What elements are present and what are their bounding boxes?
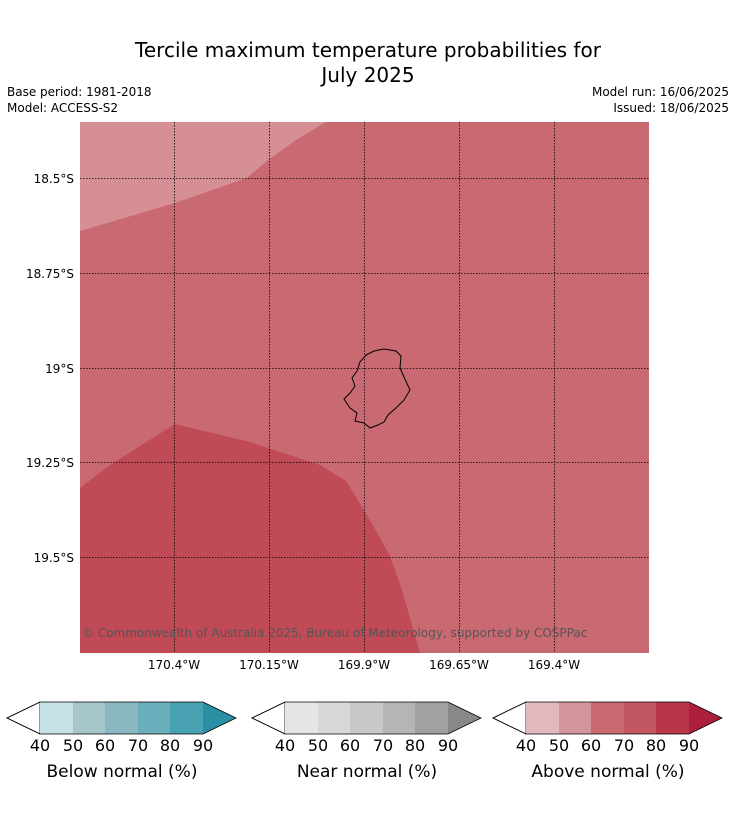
colorbar-below-tick-50: 50 (63, 736, 83, 755)
colorbar-above-tick-60: 60 (581, 736, 601, 755)
colorbar-near-outline (251, 701, 482, 735)
lat-label-2: 18.75°S (26, 267, 74, 281)
colorbar-below-tick-60: 60 (95, 736, 115, 755)
colorbar-below-tick-80: 80 (160, 736, 180, 755)
colorbar-below-max-arrow (203, 702, 236, 734)
colorbar-above-label: Above normal (%) (531, 762, 685, 782)
colorbar-above-swatch-4 (624, 702, 656, 734)
colorbar-below-swatch-2 (73, 702, 105, 734)
colorbar-above-swatch-1 (526, 702, 559, 734)
colorbar-above-swatch-5 (656, 702, 689, 734)
gridlines (80, 122, 649, 653)
colorbar-near-tick-80: 80 (405, 736, 425, 755)
title-line-2: July 2025 (321, 63, 415, 87)
colorbar-below-outline (6, 701, 237, 735)
colorbar-above-outline (492, 701, 723, 735)
map-panel: © Commonwealth of Australia 2025, Bureau… (26, 122, 649, 672)
colorbar-near-min-arrow (251, 701, 286, 735)
colorbar-near-label: Near normal (%) (296, 762, 438, 782)
lat-label-4: 19.25°S (26, 456, 74, 470)
colorbar-above-max-arrow (689, 702, 722, 734)
meta-left: Base period: 1981-2018 Model: ACCESS-S2 (7, 84, 152, 116)
colorbar-below: 40 50 60 70 80 90 (6, 700, 238, 762)
colorbar-below-swatch-1 (40, 702, 73, 734)
colorbar-below-tick-40: 40 (30, 736, 50, 755)
colorbar-near-tick-50: 50 (308, 736, 328, 755)
colorbar-below-tick-90: 90 (193, 736, 213, 755)
colorbar-near-tick-40: 40 (275, 736, 295, 755)
region-70-80 (80, 424, 420, 653)
colorbar-above-swatch-3 (591, 702, 624, 734)
colorbar-near-tick-70: 70 (373, 736, 393, 755)
model-run: Model run: 16/06/2025 (591, 85, 729, 99)
colorbar-near-max-arrow (448, 702, 481, 734)
colorbar-near-swatch-2 (318, 702, 350, 734)
colorbar-below-label: Below normal (%) (46, 762, 198, 782)
colorbar-near-swatch-4 (383, 702, 415, 734)
colorbar-near-swatch-5 (415, 702, 448, 734)
copyright-notice: © Commonwealth of Australia 2025, Bureau… (82, 626, 587, 640)
lon-label-3: 169.9°W (338, 658, 390, 672)
colorbar-below-tick-70: 70 (128, 736, 148, 755)
colorbar-above-tick-70: 70 (614, 736, 634, 755)
colorbar-below-graphic: 40 50 60 70 80 90 (6, 701, 237, 755)
lon-label-2: 170.15°W (239, 658, 299, 672)
colorbar-above: 40 50 60 70 80 90 (492, 700, 724, 762)
colorbar-below-swatch-3 (105, 702, 138, 734)
colorbar-near-tick-90: 90 (438, 736, 458, 755)
colorbar-above-swatch-2 (559, 702, 591, 734)
colorbar-below-min-arrow (6, 701, 41, 735)
lon-label-5: 169.4°W (528, 658, 580, 672)
model-name: Model: ACCESS-S2 (7, 101, 119, 115)
colorbar-near-swatch-1 (285, 702, 318, 734)
colorbar-near-tick-60: 60 (340, 736, 360, 755)
map-title: Tercile maximum temperature probabilitie… (0, 38, 736, 88)
lat-label-5: 19.5°S (34, 551, 74, 565)
lat-label-1: 18.5°S (34, 172, 74, 186)
colorbar-above-graphic: 40 50 60 70 80 90 (492, 701, 723, 755)
colorbar-below-swatch-4 (138, 702, 170, 734)
colorbar-above-tick-50: 50 (549, 736, 569, 755)
meta-right: Model run: 16/06/2025 Issued: 18/06/2025 (592, 84, 729, 116)
lat-label-3: 19°S (45, 362, 74, 376)
colorbar-near-swatch-3 (350, 702, 383, 734)
colorbar-below-swatch-5 (170, 702, 203, 734)
niue-island-outline (343, 348, 411, 429)
colorbar-above-tick-90: 90 (679, 736, 699, 755)
base-period: Base period: 1981-2018 (7, 85, 152, 99)
lon-label-1: 170.4°W (148, 658, 200, 672)
region-50-60 (80, 122, 326, 231)
colorbar-above-tick-80: 80 (646, 736, 666, 755)
title-line-1: Tercile maximum temperature probabilitie… (135, 38, 601, 62)
lon-label-4: 169.65°W (429, 658, 489, 672)
colorbar-above-min-arrow (492, 701, 527, 735)
colorbar-near: 40 50 60 70 80 90 (251, 700, 483, 762)
colorbar-above-tick-40: 40 (516, 736, 536, 755)
colorbar-near-graphic: 40 50 60 70 80 90 (251, 701, 482, 755)
issued-date: Issued: 18/06/2025 (613, 101, 729, 115)
